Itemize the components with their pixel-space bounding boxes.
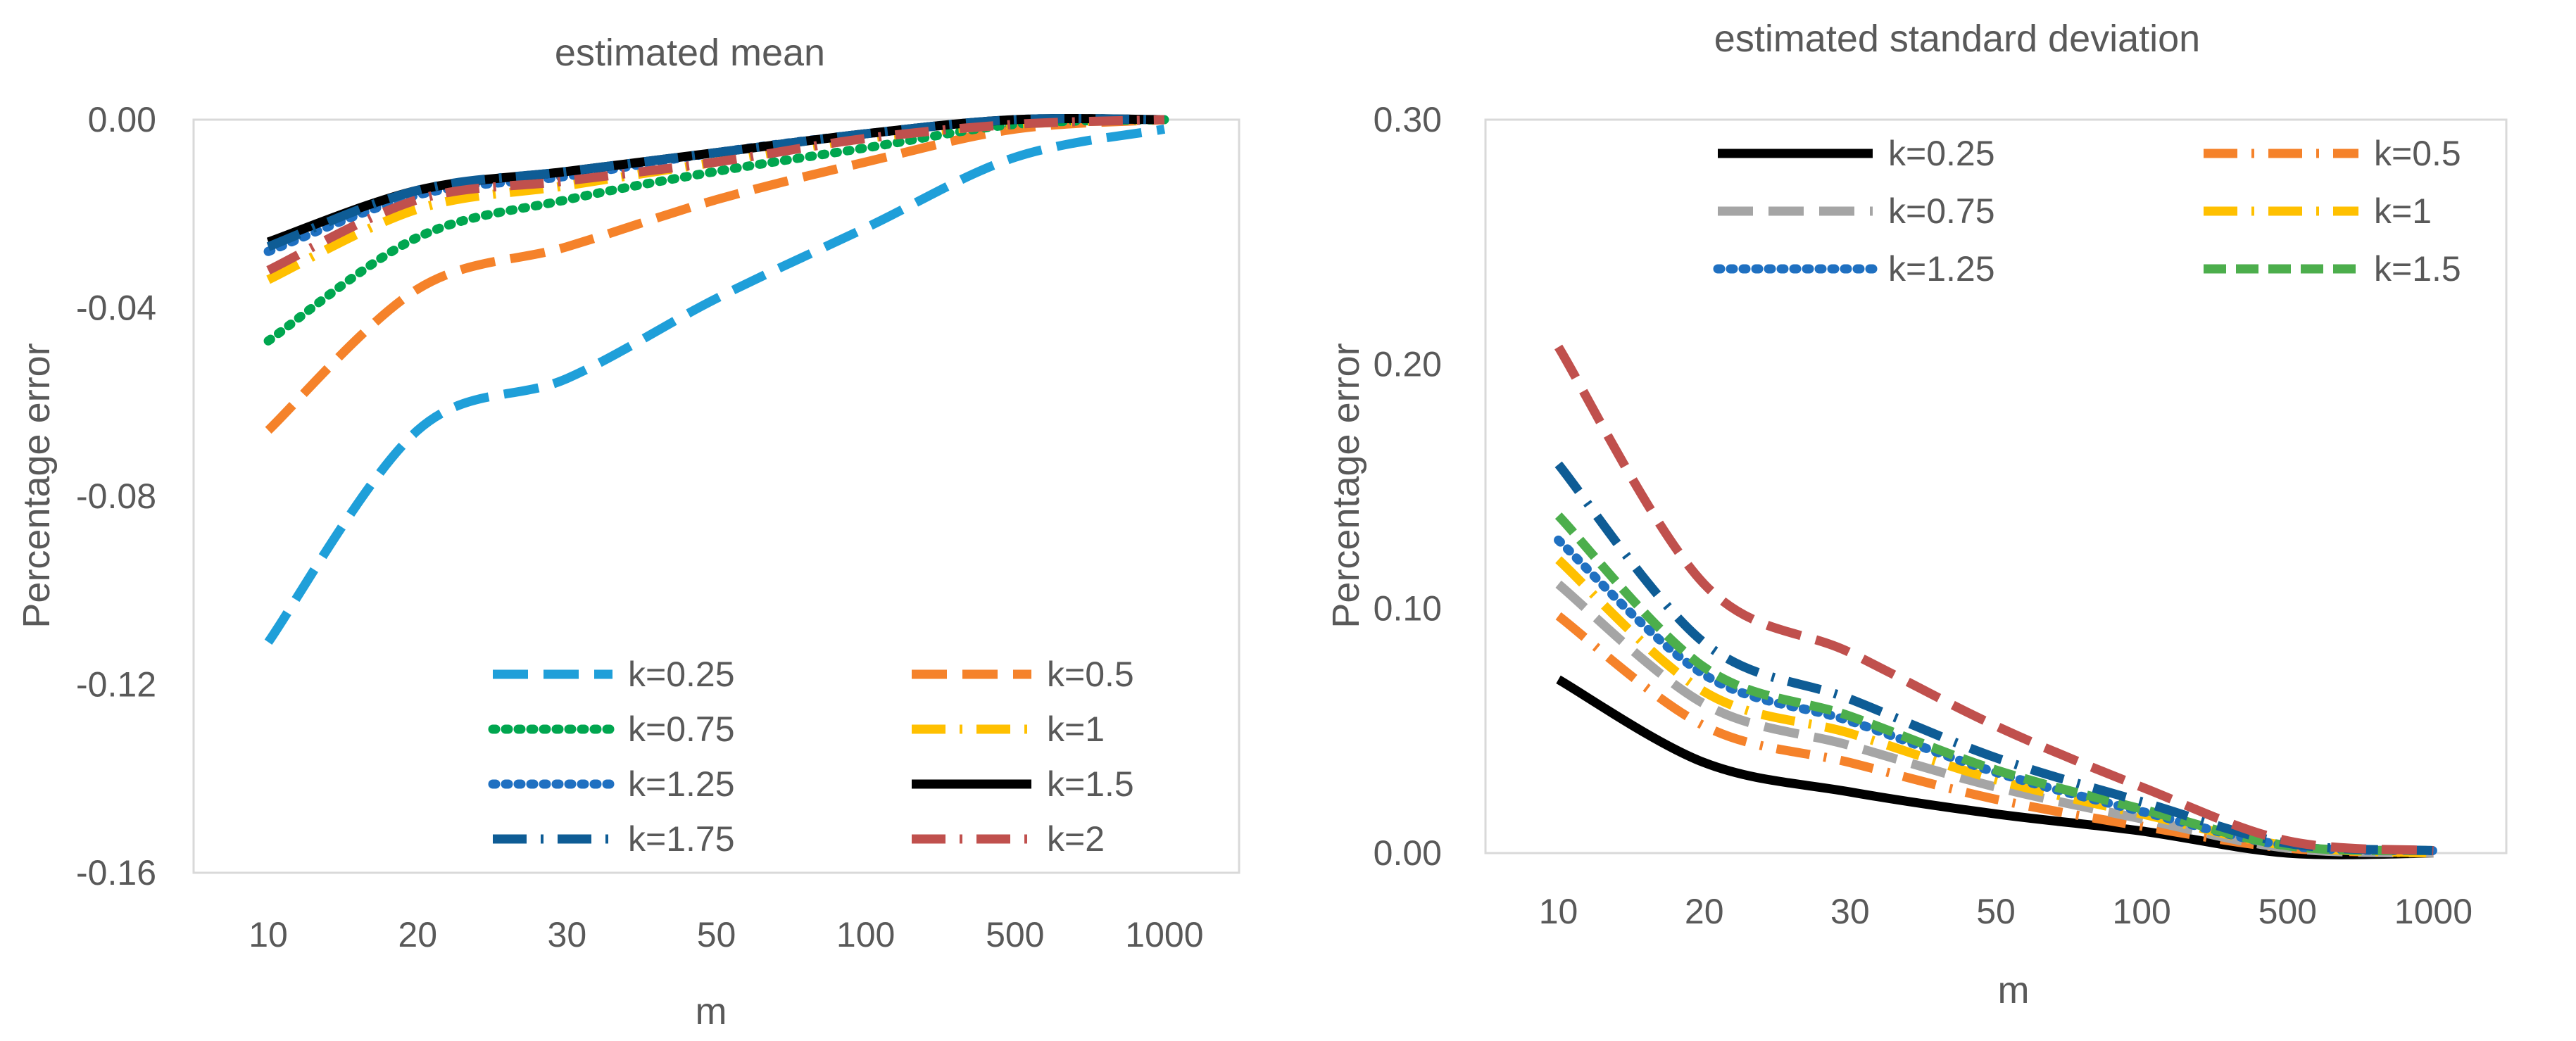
x-tick-label: 1000 xyxy=(1125,915,1203,954)
x-tick-label: 20 xyxy=(1685,892,1724,931)
x-tick-label: 20 xyxy=(398,915,437,954)
series-line-k-0-5 xyxy=(265,115,1165,434)
x-tick-label: 30 xyxy=(1830,892,1870,931)
x-tick-label: 30 xyxy=(548,915,587,954)
legend-label: k=0.5 xyxy=(1047,655,1134,694)
x-tick-label: 10 xyxy=(1539,892,1578,931)
plot-area: 0.00 -0.04 -0.08 -0.12 -0.16 10 20 30 50 100 500 10… xyxy=(76,100,1240,954)
y-tick-label: 0.20 xyxy=(1374,344,1442,384)
x-axis-label: m xyxy=(696,990,727,1033)
y-tick-label: -0.12 xyxy=(76,665,156,705)
series-line-k-0-25 xyxy=(1556,675,2434,859)
y-tick-label: -0.08 xyxy=(76,477,156,516)
legend-label: k=0.75 xyxy=(628,709,735,749)
series-line-k-1-75 xyxy=(266,114,1164,251)
y-tick-label: -0.04 xyxy=(76,289,156,328)
x-tick-label: 50 xyxy=(1976,892,2016,931)
series-line-k-1-75 xyxy=(1554,461,2434,856)
x-tick-label: 100 xyxy=(836,915,895,954)
series-line-k-0-25 xyxy=(264,124,1166,645)
series-line-k-1 xyxy=(1555,556,2434,858)
plot-area: 0.30 0.20 0.10 0.00 10 20 30 50 100 500 1000 xyxy=(1374,100,2508,931)
legend-label: k=1.25 xyxy=(1888,249,1995,289)
x-tick-label: 500 xyxy=(2258,892,2317,931)
legend-label: k=0.5 xyxy=(2374,134,2461,173)
legend-label: k=1.25 xyxy=(628,764,735,804)
legend-label: k=1 xyxy=(1047,709,1105,749)
plot-border xyxy=(192,118,1240,874)
y-tick-label: 0.10 xyxy=(1374,589,1442,629)
plot-border xyxy=(1484,118,2508,854)
x-tick-label: 10 xyxy=(249,915,288,954)
legend-label: k=1.75 xyxy=(628,819,735,859)
series-line-k-0-75 xyxy=(263,115,1169,346)
legend-label: k=2 xyxy=(1047,819,1105,859)
legend-label: k=1.5 xyxy=(2374,249,2461,289)
x-tick-label: 50 xyxy=(697,915,736,954)
series-line-k-2 xyxy=(1554,344,2434,856)
legend-label: k=1.5 xyxy=(1047,764,1134,804)
series-line-k-2 xyxy=(266,115,1165,275)
chart-title: estimated mean xyxy=(555,32,825,74)
y-tick-label: 0.00 xyxy=(88,100,156,139)
x-tick-label: 100 xyxy=(2112,892,2170,931)
y-axis-label: Percentage error xyxy=(1325,343,1367,628)
chart-estimated-standard-deviation: estimated standard deviation m Percentag… xyxy=(1325,18,2508,1011)
y-tick-label: -0.16 xyxy=(76,853,156,892)
chart-estimated-mean: estimated mean m Percentage error 0.00 -0… xyxy=(15,32,1240,1033)
legend-label: k=0.25 xyxy=(1888,134,1995,173)
y-tick-label: 0.00 xyxy=(1374,833,1442,873)
x-tick-label: 1000 xyxy=(2394,892,2473,931)
chart-title: estimated standard deviation xyxy=(1714,18,2200,60)
y-tick-label: 0.30 xyxy=(1374,100,1442,139)
legend: k=0.25 k=0.5 k=0.75 k=1 k=1.25 k=1.5 k=1.75 k=2 xyxy=(488,655,1134,859)
x-axis-label: m xyxy=(1998,969,2030,1011)
y-axis-label: Percentage error xyxy=(15,343,58,628)
series-line-k-1-5 xyxy=(266,114,1164,247)
x-tick-label: 500 xyxy=(986,915,1044,954)
legend-label: k=0.75 xyxy=(1888,191,1995,231)
series-line-k-1-25 xyxy=(263,114,1169,256)
legend-label: k=0.25 xyxy=(628,655,735,694)
legend-label: k=1 xyxy=(2374,191,2432,231)
legend: k=0.25 k=0.5 k=0.75 k=1 k=1.25 k=1.5 xyxy=(1713,134,2461,289)
